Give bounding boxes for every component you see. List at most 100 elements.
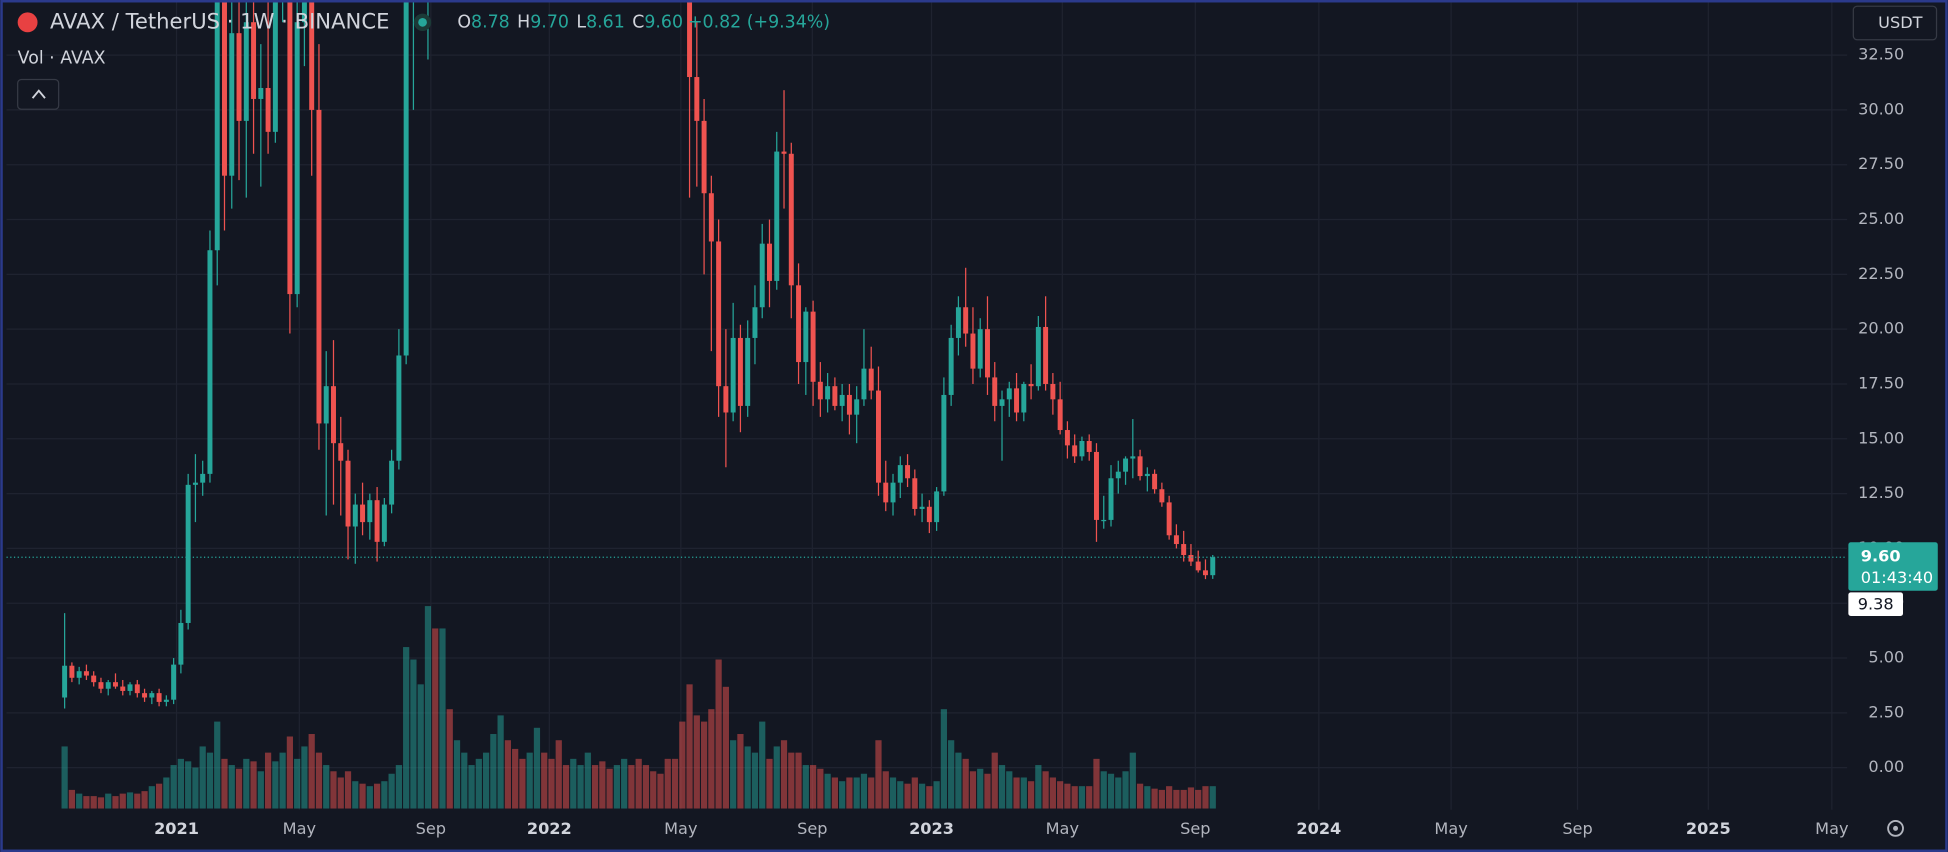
volume-bar xyxy=(83,796,90,809)
volume-bar xyxy=(846,777,853,809)
candle-body xyxy=(955,307,961,338)
candle-body xyxy=(788,153,794,286)
candle-body xyxy=(1202,570,1208,576)
volume-bar xyxy=(650,771,657,809)
volume-bar xyxy=(177,758,184,809)
x-tick-label: 2021 xyxy=(154,819,199,838)
volume-bar xyxy=(323,765,330,809)
candle-body xyxy=(1028,383,1034,387)
volume-bar xyxy=(228,765,235,809)
candle-body xyxy=(171,664,177,700)
settings-icon[interactable] xyxy=(1887,820,1904,837)
candle-body xyxy=(1093,451,1099,520)
volume-bar xyxy=(1166,786,1173,809)
volume-bar xyxy=(192,767,199,809)
volume-bar xyxy=(1115,777,1122,809)
volume-bar xyxy=(1006,771,1013,809)
candle-body xyxy=(694,77,700,121)
candle-body xyxy=(214,0,220,251)
volume-bar xyxy=(1078,786,1086,809)
candle-body xyxy=(331,386,336,444)
volume-bar xyxy=(504,740,511,809)
candle-body xyxy=(1115,471,1121,479)
candle-body xyxy=(265,87,271,132)
volume-bar xyxy=(671,758,679,809)
volume-bar xyxy=(482,752,490,809)
symbol-title[interactable]: AVAX / TetherUS · 1W · BINANCE xyxy=(50,8,389,33)
ohlc-value: 9.60 xyxy=(644,12,683,32)
volume-bar xyxy=(221,758,228,809)
ohlc-value: 8.61 xyxy=(586,12,625,32)
candle-body xyxy=(1152,473,1158,490)
candle-body xyxy=(287,0,293,295)
candle-body xyxy=(868,368,874,391)
candle-body xyxy=(745,337,751,406)
volume-bar xyxy=(344,771,352,809)
volume-bar xyxy=(635,758,642,809)
candle-body xyxy=(716,241,722,387)
volume-bar xyxy=(730,740,737,809)
volume-bar xyxy=(737,734,744,809)
candle-body xyxy=(1035,326,1041,387)
candle-body xyxy=(1079,440,1085,457)
volume-bar xyxy=(432,628,439,809)
volume-bar xyxy=(243,758,250,809)
candle-body xyxy=(105,682,111,689)
candle-body xyxy=(752,307,758,338)
volume-bar xyxy=(657,773,664,809)
candle-body xyxy=(796,285,802,363)
volume-bar xyxy=(911,777,918,809)
y-tick-label: 22.50 xyxy=(1858,264,1904,283)
volume-bar xyxy=(562,765,570,809)
candle-body xyxy=(1159,489,1165,503)
candle-body xyxy=(766,243,772,281)
volume-bar xyxy=(330,771,337,809)
volume-bar xyxy=(1202,786,1209,809)
price-marker-label: 9.38 xyxy=(1858,594,1894,613)
x-tick-label: Sep xyxy=(416,819,446,838)
candle-body xyxy=(737,337,743,406)
volume-bar xyxy=(541,752,548,809)
volume-bar xyxy=(388,773,395,809)
volume-bar xyxy=(613,765,620,809)
volume-bar xyxy=(1100,771,1107,809)
volume-bar xyxy=(1049,777,1056,809)
candle-body xyxy=(905,465,911,479)
volume-bar xyxy=(257,771,264,809)
candle-body xyxy=(389,460,395,505)
volume-bar xyxy=(214,721,221,809)
x-tick-label: 2025 xyxy=(1686,819,1731,838)
volume-bar xyxy=(272,761,279,809)
volume-bar xyxy=(700,721,708,809)
x-tick-label: May xyxy=(1815,819,1849,838)
x-tick-label: 2024 xyxy=(1296,819,1341,838)
volume-bar xyxy=(526,752,533,809)
currency-button[interactable] xyxy=(1852,5,1938,41)
collapse-button[interactable] xyxy=(17,78,60,110)
volume-bar xyxy=(417,684,424,809)
y-tick-label: 2.50 xyxy=(1868,702,1904,721)
volume-label: Vol · AVAX xyxy=(18,48,106,68)
candle-body xyxy=(883,482,889,503)
candle-body xyxy=(1210,557,1216,576)
volume-bar xyxy=(141,791,148,809)
volume-bar xyxy=(61,746,68,809)
candle-body xyxy=(236,33,242,121)
candle-body xyxy=(825,386,831,400)
volume-bar xyxy=(533,727,541,809)
volume-bar xyxy=(148,786,155,809)
volume-bar xyxy=(962,758,969,809)
volume-bar xyxy=(759,721,766,809)
volume-bar xyxy=(512,748,519,809)
volume-bar xyxy=(439,628,446,809)
candle-body xyxy=(1195,561,1201,571)
candle-body xyxy=(98,682,104,689)
bar-countdown: 01:43:40 xyxy=(1861,568,1933,587)
candle-body xyxy=(83,671,89,676)
candle-body xyxy=(69,665,75,678)
volume-bar xyxy=(875,740,882,809)
volume-bar xyxy=(860,773,868,809)
volume-bar xyxy=(984,773,991,809)
volume-bar xyxy=(424,606,432,809)
